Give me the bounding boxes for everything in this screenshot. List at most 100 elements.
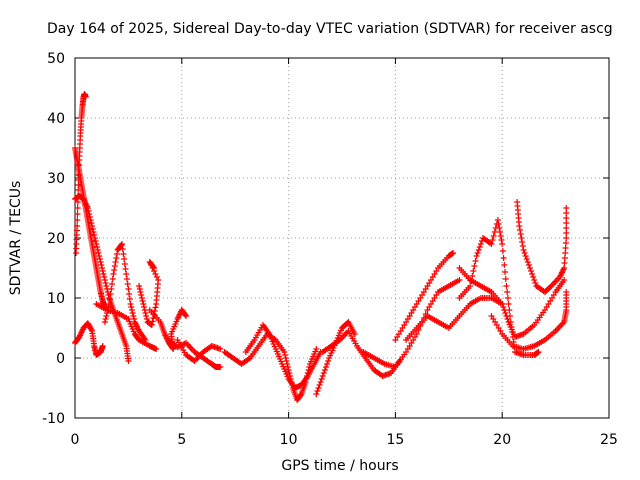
data-point [88,220,95,226]
y-tick-label: 10 [47,291,65,307]
data-point [470,268,477,274]
data-point [99,268,106,274]
data-point [102,316,109,322]
data-point [468,278,475,284]
data-point [283,358,290,364]
data-point [92,238,99,244]
data-point [282,352,289,358]
data-point [110,271,117,277]
data-point [109,276,116,282]
data-point [509,334,516,340]
data-point [506,307,513,313]
data-point [101,319,108,325]
data-point [109,281,116,287]
data-point [475,247,482,253]
data-point [477,241,484,247]
series-arc-d [72,320,106,358]
data-point [94,247,101,253]
axis-ticks [74,57,610,419]
data-point [152,271,159,277]
data-point [316,382,323,388]
data-point [97,259,104,265]
y-tick-label: 30 [47,171,65,187]
data-point [517,227,523,233]
data-point [523,256,530,262]
x-tick-labels: 0 5 10 15 20 25 [71,432,618,448]
x-tick-label: 25 [600,432,618,448]
data-point [502,310,509,316]
data-point [321,367,328,373]
data-point [89,223,96,229]
data-point [505,301,512,307]
data-point [516,223,523,229]
data-point [102,280,109,286]
series-arc-e [101,241,149,343]
x-axis-title: GPS time / hours [281,458,398,474]
data-point [111,267,118,273]
data-point [106,296,113,302]
data-point [95,250,102,256]
data-point [501,262,508,268]
x-tick-label: 15 [386,432,404,448]
data-point [101,277,108,283]
data-point [471,263,478,269]
data-point [285,367,292,373]
data-point [314,388,321,394]
series-arc-s [456,217,542,358]
data-point [122,266,129,272]
data-point [467,283,474,289]
data-point [217,346,224,352]
grid-lines [75,58,609,418]
data-point [151,265,158,271]
data-point [138,295,145,301]
data-point [498,237,505,243]
data-point [88,326,95,333]
data-point [74,223,81,229]
data-point [124,281,131,287]
data-point [153,346,160,352]
data-point [127,301,134,307]
data-point [89,226,96,232]
data-point [140,301,147,307]
data-point [90,229,97,235]
data-point [91,232,98,238]
data-point [519,243,526,249]
data-point [317,379,324,385]
data-point [520,247,527,253]
data-point [518,235,525,241]
y-axis-title: SDTVAR / TECUs [8,181,24,296]
data-point [318,376,325,382]
series-arc-u [488,289,570,352]
data-point [503,283,510,289]
data-point [129,310,136,316]
data-point [121,261,128,267]
series-arc-t [514,199,570,295]
data-point [118,241,125,247]
data-point [74,205,81,211]
data-point [497,229,504,235]
series-arc-f [93,301,160,352]
data-point [499,241,506,247]
data-point [100,271,107,277]
data-point [507,313,514,319]
data-point [139,298,146,304]
data-point [87,217,94,223]
data-point [182,312,189,318]
data-point [469,273,476,279]
data-point [502,269,509,275]
data-point [84,205,91,211]
data-point [497,233,504,239]
series-arc-o [360,277,463,370]
data-point [86,214,93,220]
data-point [136,283,143,289]
data-point [123,271,130,277]
data-point [530,274,537,280]
data-point [141,304,148,310]
data-point [491,229,498,235]
y-tick-label: -10 [42,411,65,427]
data-point [496,225,503,231]
data-point [450,250,457,256]
data-point [106,301,113,307]
data-point [456,277,463,283]
data-point [494,217,501,223]
